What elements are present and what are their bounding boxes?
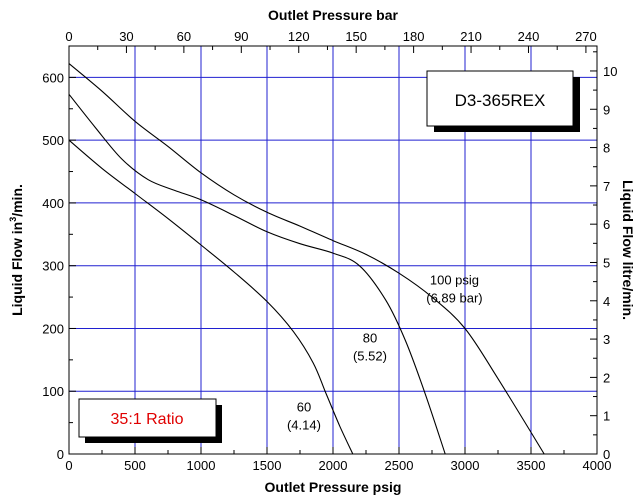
right-tick-label: 8: [603, 141, 610, 156]
series-label-1: 60: [297, 399, 311, 414]
x-tick-label: 3000: [451, 458, 480, 473]
top-tick-label: 270: [575, 29, 597, 44]
top-tick-label: 0: [65, 29, 72, 44]
y-tick-label: 500: [42, 133, 64, 148]
right-tick-label: 2: [603, 370, 610, 385]
top-tick-label: 180: [403, 29, 425, 44]
series-line-1: [68, 139, 354, 455]
ratio-box-frame: [78, 398, 217, 438]
series-line-2: [68, 93, 446, 455]
curves: [68, 63, 545, 455]
series-label-3: 100 psig: [430, 273, 479, 288]
y-tick-label: 600: [42, 70, 64, 85]
y-axis-title-left-tail: /min.: [9, 184, 25, 217]
right-tick-label: 6: [603, 217, 610, 232]
right-tick-label: 4: [603, 294, 610, 309]
top-tick-label: 210: [460, 29, 482, 44]
model-box: D3-365REX: [426, 70, 580, 132]
series-label-2: 80: [363, 330, 377, 345]
top-axis-title: Outlet Pressure bar: [268, 7, 398, 23]
y-tick-label: 100: [42, 384, 64, 399]
x-tick-label: 2500: [385, 458, 414, 473]
ratio-label: 35:1 Ratio: [111, 411, 184, 428]
y-tick-label: 400: [42, 196, 64, 211]
right-tick-label: 0: [603, 447, 610, 462]
y-axis-title-left-sup: 3: [8, 217, 18, 222]
right-tick-label: 3: [603, 332, 610, 347]
series-sublabel-2: (5.52): [353, 348, 387, 363]
x-tick-label: 4000: [583, 458, 612, 473]
series-line-3: [68, 63, 545, 455]
top-tick-label: 30: [119, 29, 133, 44]
top-tick-label: 240: [518, 29, 540, 44]
x-tick-label: 3500: [517, 458, 546, 473]
tick-labels: 0 500 1000 1500 2000 2500 3000 3500 400001002003…: [42, 29, 617, 473]
x-axis-title: Outlet Pressure psig: [265, 479, 402, 495]
right-tick-label: 7: [603, 179, 610, 194]
y-axis-title-left: Liquid Flow in3/min.: [8, 184, 25, 316]
y-axis-title-left-main: Liquid Flow in: [9, 222, 25, 316]
x-tick-label: 500: [124, 458, 146, 473]
top-tick-label: 150: [345, 29, 367, 44]
right-tick-label: 9: [603, 102, 610, 117]
y-tick-label: 0: [57, 447, 64, 462]
series-sublabel-3: (6.89 bar): [426, 291, 482, 306]
top-tick-label: 90: [234, 29, 248, 44]
x-tick-label: 2000: [319, 458, 348, 473]
right-tick-label: 10: [603, 64, 617, 79]
ratio-box: 35:1 Ratio: [78, 398, 222, 443]
right-tick-label: 1: [603, 409, 610, 424]
top-tick-label: 60: [177, 29, 191, 44]
y-tick-label: 200: [42, 321, 64, 336]
x-tick-label: 1500: [253, 458, 282, 473]
x-tick-label: 0: [65, 458, 72, 473]
top-tick-label: 120: [288, 29, 310, 44]
y-axis-title-right: Liquid Flow litre/min.: [620, 180, 636, 320]
model-box-frame: [426, 70, 574, 127]
plot-frame: [68, 45, 598, 455]
series-sublabel-1: (4.14): [287, 417, 321, 432]
right-tick-label: 5: [603, 255, 610, 270]
x-tick-label: 1000: [187, 458, 216, 473]
model-label: D3-365REX: [455, 91, 546, 110]
y-tick-label: 300: [42, 259, 64, 274]
